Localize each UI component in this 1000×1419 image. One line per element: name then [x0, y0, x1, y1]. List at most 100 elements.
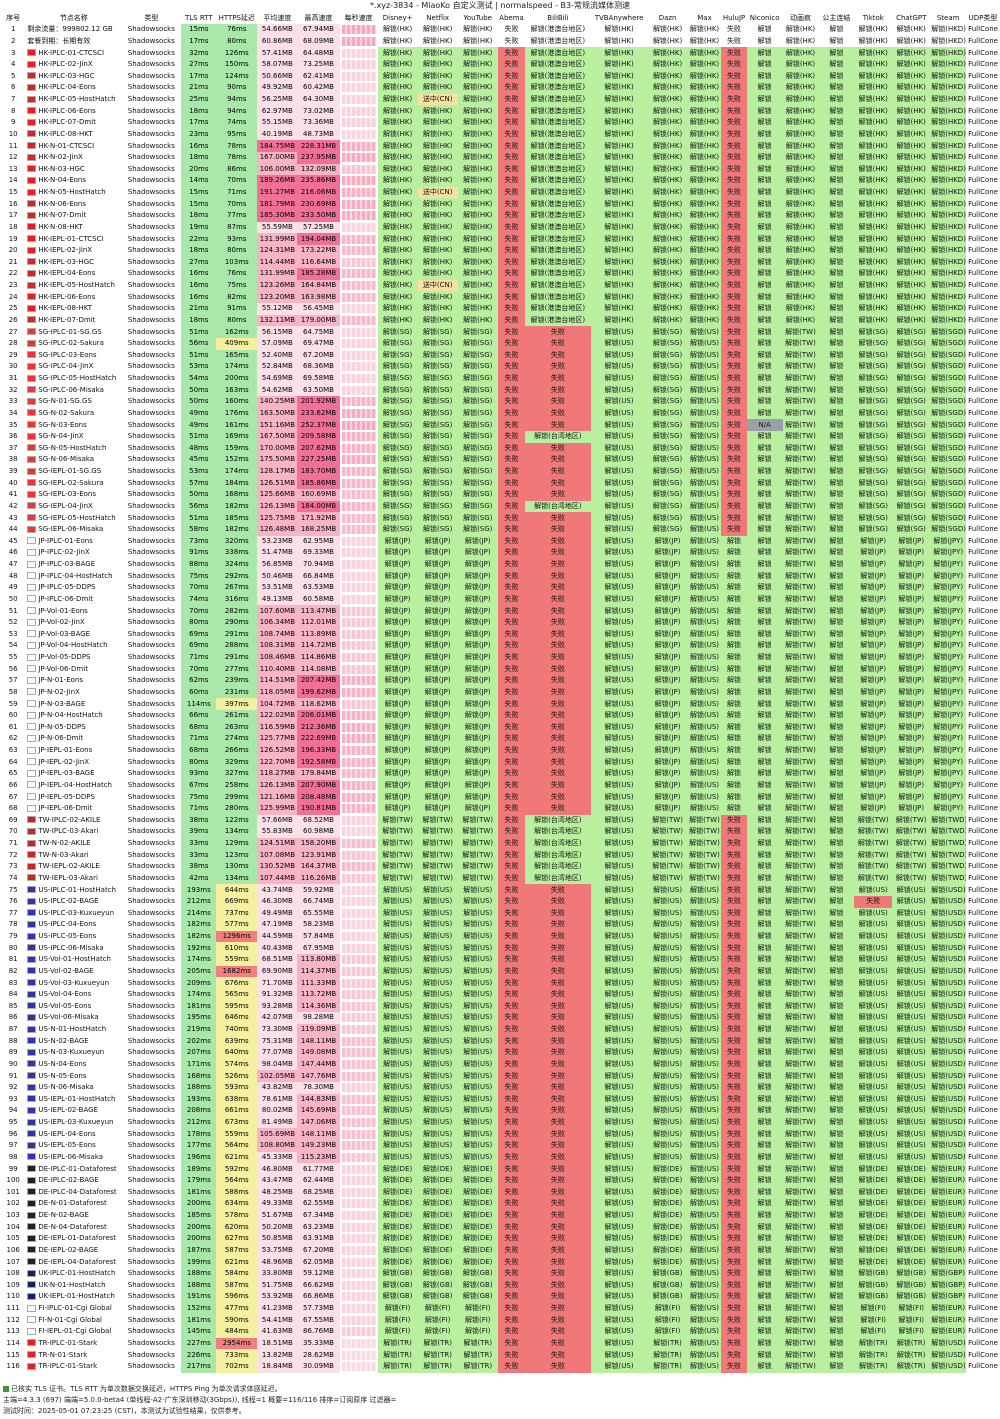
table-row[interactable]: 105 DE-IEPL-01-Dataforest Shadowsocks 200ms…	[0, 1233, 1000, 1245]
table-row[interactable]: 109 UK-N-01-HostHatch Shadowsocks 188ms 587m…	[0, 1279, 1000, 1292]
table-row[interactable]: 114 TR-IPLC-01-Stark Shadowsocks 227ms 2954m…	[0, 1337, 1000, 1350]
table-row[interactable]: 34 SG-N-02-Sakura Shadowsocks 49ms 176ms 163.…	[0, 407, 1000, 420]
table-row[interactable]: 76 US-IPLC-02-BAGE Shadowsocks 212ms 669ms 46…	[0, 895, 1000, 908]
header-cell[interactable]: Dazn	[647, 12, 688, 24]
table-row[interactable]: 80 US-IPLC-06-Misaka Shadowsocks 192ms 610ms…	[0, 942, 1000, 954]
table-row[interactable]: 29 SG-IPLC-03-Eons Shadowsocks 51ms 165ms 52.…	[0, 349, 1000, 362]
table-row[interactable]: 84 US-Vol-04-Eons Shadowsocks 174ms 565ms 91.…	[0, 988, 1000, 1001]
table-row[interactable]: 27 SG-IPLC-01-SG.GS Shadowsocks 51ms 162ms 56…	[0, 326, 1000, 338]
table-row[interactable]: 87 US-N-01-HostHatch Shadowsocks 219ms 740ms…	[0, 1023, 1000, 1036]
table-row[interactable]: 9 HK-IPLC-07-Dmit Shadowsocks 17ms 74ms 55.15…	[0, 117, 1000, 129]
table-row[interactable]: 58 JP-N-02-JinX Shadowsocks 60ms 231ms 118.05…	[0, 686, 1000, 699]
table-row[interactable]: 14 HK-N-04-Eons Shadowsocks 14ms 70ms 189.26M…	[0, 175, 1000, 187]
table-row[interactable]: 42 SG-IEPL-04-JinX Shadowsocks 56ms 182ms 126…	[0, 500, 1000, 513]
header-cell[interactable]: Tiktok	[854, 12, 893, 24]
table-row[interactable]: 90 US-N-04-Eons Shadowsocks 171ms 574ms 98.04…	[0, 1058, 1000, 1071]
table-row[interactable]: 46 JP-IPLC-02-JinX Shadowsocks 91ms 338ms 51.…	[0, 547, 1000, 559]
table-row[interactable]: 100 DE-IPLC-02-BAGE Shadowsocks 179ms 564ms 4…	[0, 1174, 1000, 1187]
table-row[interactable]: 73 TW-IEPL-02-AKILE Shadowsocks 38ms 130ms 13…	[0, 861, 1000, 873]
table-row[interactable]: 79 US-IPLC-05-Eons Shadowsocks 182ms 1296ms 4…	[0, 930, 1000, 943]
table-row[interactable]: 20 HK-IEPL-02-JinX Shadowsocks 18ms 80ms 124.…	[0, 244, 1000, 257]
table-row[interactable]: 12 HK-N-02-JinX Shadowsocks 18ms 78ms 167.00M…	[0, 151, 1000, 164]
table-row[interactable]: 44 SG-IEPL-06-Misaka Shadowsocks 58ms 182ms 1…	[0, 523, 1000, 536]
table-row[interactable]: 65 JP-IEPL-03-BAGE Shadowsocks 93ms 327ms 118…	[0, 768, 1000, 780]
header-cell[interactable]: UDP类型	[966, 12, 1000, 24]
table-row[interactable]: 112 FI-N-01-Cgi Global Shadowsocks 181ms 590…	[0, 1314, 1000, 1326]
table-row[interactable]: 57 JP-N-01-Eons Shadowsocks 62ms 239ms 114.51…	[0, 675, 1000, 687]
header-cell[interactable]: 公主连结	[818, 12, 855, 24]
table-row[interactable]: 97 US-IEPL-05-Eons Shadowsocks 177ms 564ms 10…	[0, 1140, 1000, 1152]
table-row[interactable]: 98 US-IEPL-06-Misaka Shadowsocks 196ms 621ms…	[0, 1151, 1000, 1164]
table-row[interactable]: 103 DE-N-02-BAGE Shadowsocks 185ms 578ms 51.6…	[0, 1209, 1000, 1222]
table-row[interactable]: 63 JP-IEPL-01-Eons Shadowsocks 68ms 266ms 126…	[0, 744, 1000, 757]
table-row[interactable]: 108 UK-IPLC-01-HostHatch Shadowsocks 188ms 5…	[0, 1267, 1000, 1280]
header-cell[interactable]: Netflix	[417, 12, 458, 24]
table-row[interactable]: 16 HK-N-06-Eons Shadowsocks 15ms 70ms 181.79M…	[0, 198, 1000, 210]
table-row[interactable]: 33 SG-N-01-SG.GS Shadowsocks 50ms 160ms 140.2…	[0, 396, 1000, 408]
table-row[interactable]: 54 JP-Vol-04-HostHatch Shadowsocks 69ms 288m…	[0, 640, 1000, 652]
table-row[interactable]: 28 SG-IPLC-02-Sakura Shadowsocks 56ms 409ms 5…	[0, 337, 1000, 350]
header-cell[interactable]: 最高速度	[297, 12, 340, 24]
header-cell[interactable]: TVBAnywhere	[590, 12, 648, 24]
table-row[interactable]: 68 JP-IEPL-06-Dmit Shadowsocks 71ms 280ms 125…	[0, 802, 1000, 815]
table-row[interactable]: 70 TW-IPLC-03-Akari Shadowsocks 39ms 134ms 55…	[0, 826, 1000, 838]
table-row[interactable]: 26 HK-IEPL-07-Dmit Shadowsocks 18ms 80ms 132.…	[0, 314, 1000, 327]
table-row[interactable]: 85 US-Vol-05-Eons Shadowsocks 181ms 595ms 93.…	[0, 1000, 1000, 1013]
table-row[interactable]: 94 US-IEPL-02-BAGE Shadowsocks 208ms 661ms 80…	[0, 1105, 1000, 1117]
table-row[interactable]: 10 HK-IPLC-08-HKT Shadowsocks 23ms 95ms 40.19…	[0, 128, 1000, 141]
table-row[interactable]: 99 DE-IPLC-01-Dataforest Shadowsocks 189ms 5…	[0, 1163, 1000, 1175]
table-row[interactable]: 93 US-IEPL-01-HostHatch Shadowsocks 193ms 63…	[0, 1093, 1000, 1106]
table-row[interactable]: 116 TR-IPLC-01-Stark Shadowsocks 217ms 702ms…	[0, 1360, 1000, 1373]
header-cell[interactable]: BiliBili	[525, 12, 591, 24]
header-cell[interactable]: HuluJP	[721, 12, 747, 24]
table-row[interactable]: 106 DE-IEPL-02-BAGE Shadowsocks 187ms 587ms 5…	[0, 1244, 1000, 1257]
table-row[interactable]: 96 US-IEPL-04-Eons Shadowsocks 178ms 559ms 10…	[0, 1128, 1000, 1140]
table-row[interactable]: 18 HK-N-08-HKT Shadowsocks 19ms 87ms 55.59MB 5…	[0, 221, 1000, 234]
table-row[interactable]: 111 FI-IPLC-01-Cgi Global Shadowsocks 152ms…	[0, 1302, 1000, 1315]
table-row[interactable]: 60 JP-N-04-HostHatch Shadowsocks 66ms 261ms 1…	[0, 709, 1000, 722]
table-row[interactable]: 45 JP-IPLC-01-Eons Shadowsocks 73ms 320ms 53.…	[0, 535, 1000, 548]
table-row[interactable]: 38 SG-N-06-Misaka Shadowsocks 45ms 152ms 175.…	[0, 454, 1000, 466]
table-row[interactable]: 13 HK-N-03-HGC Shadowsocks 20ms 86ms 106.00MB…	[0, 163, 1000, 176]
table-row[interactable]: 56 JP-Vol-06-Dmit Shadowsocks 70ms 277ms 110.…	[0, 663, 1000, 675]
table-row[interactable]: 8 HK-IPLC-06-Eons Shadowsocks 18ms 94ms 62.97…	[0, 105, 1000, 117]
table-row[interactable]: 15 HK-N-05-HostHatch Shadowsocks 15ms 71ms 19…	[0, 186, 1000, 199]
header-cell[interactable]: 动画疯	[782, 12, 819, 24]
table-row[interactable]: 67 JP-IEPL-05-DDPS Shadowsocks 75ms 299ms 121…	[0, 791, 1000, 803]
table-row[interactable]: 36 SG-N-04-JinX Shadowsocks 51ms 169ms 167.50…	[0, 430, 1000, 443]
header-cell[interactable]: 每秒速度	[339, 12, 378, 24]
header-cell[interactable]: YouTube	[457, 12, 498, 24]
table-row[interactable]: 5 HK-IPLC-03-HGC Shadowsocks 17ms 124ms 50.66…	[0, 70, 1000, 83]
table-row[interactable]: 25 HK-IEPL-08-HKT Shadowsocks 21ms 91ms 55.12…	[0, 303, 1000, 315]
table-row[interactable]: 48 JP-IPLC-04-HostHatch Shadowsocks 75ms 292…	[0, 570, 1000, 582]
table-row[interactable]: 88 US-N-02-BAGE Shadowsocks 202ms 639ms 75.31…	[0, 1035, 1000, 1047]
table-row[interactable]: 52 JP-Vol-02-JinX Shadowsocks 80ms 290ms 106.…	[0, 616, 1000, 629]
header-cell[interactable]: 平均速度	[257, 12, 298, 24]
table-row[interactable]: 49 JP-IPLC-05-DDPS Shadowsocks 70ms 267ms 53.…	[0, 582, 1000, 594]
table-row[interactable]: 71 TW-N-02-AKILE Shadowsocks 33ms 129ms 124.5…	[0, 837, 1000, 850]
table-row[interactable]: 24 HK-IEPL-06-Eons Shadowsocks 16ms 82ms 123.…	[0, 291, 1000, 303]
table-row[interactable]: 83 US-Vol-03-Kuxueyun Shadowsocks 209ms 676m…	[0, 977, 1000, 989]
table-row[interactable]: 41 SG-IEPL-03-Eons Shadowsocks 50ms 168ms 125…	[0, 489, 1000, 501]
table-row[interactable]: 95 US-IEPL-03-Kuxueyun Shadowsocks 212ms 673…	[0, 1116, 1000, 1129]
header-cell[interactable]: Steam	[930, 12, 967, 24]
header-cell[interactable]: TLS RTT	[181, 12, 217, 24]
table-row[interactable]: 43 SG-IEPL-05-HostHatch Shadowsocks 51ms 185…	[0, 512, 1000, 524]
table-row[interactable]: 23 HK-IEPL-05-HostHatch Shadowsocks 16ms 75m…	[0, 279, 1000, 292]
header-cell[interactable]: Disney+	[377, 12, 418, 24]
table-row[interactable]: 32 SG-IPLC-06-Misaka Shadowsocks 50ms 163ms 5…	[0, 384, 1000, 396]
table-row[interactable]: 11 HK-N-01-CTCSCI Shadowsocks 16ms 78ms 184.7…	[0, 140, 1000, 152]
table-row[interactable]: 92 US-N-06-Misaka Shadowsocks 188ms 593ms 43.…	[0, 1081, 1000, 1094]
table-row[interactable]: 66 JP-IEPL-04-HostHatch Shadowsocks 67ms 258…	[0, 779, 1000, 792]
table-row[interactable]: 75 US-IPLC-01-HostHatch Shadowsocks 193ms 64…	[0, 884, 1000, 896]
table-row[interactable]: 19 HK-IEPL-01-CTCSCI Shadowsocks 22ms 93ms 13…	[0, 233, 1000, 245]
table-row[interactable]: 21 HK-IEPL-03-HGC Shadowsocks 27ms 103ms 114.…	[0, 256, 1000, 269]
table-row[interactable]: 74 TW-IEPL-03-Akari Shadowsocks 42ms 134ms 10…	[0, 872, 1000, 885]
table-row[interactable]: 104 DE-N-04-Dataforest Shadowsocks 200ms 620…	[0, 1221, 1000, 1233]
table-row[interactable]: 101 DE-IPLC-04-Dataforest Shadowsocks 181ms…	[0, 1186, 1000, 1199]
header-cell[interactable]: 节点名称	[26, 12, 122, 24]
table-row[interactable]: 31 SG-IPLC-05-HostHatch Shadowsocks 54ms 200…	[0, 372, 1000, 385]
table-row[interactable]: 102 DE-N-01-Dataforest Shadowsocks 200ms 634…	[0, 1198, 1000, 1210]
table-row[interactable]: 50 JP-IPLC-06-Dmit Shadowsocks 74ms 316ms 49.…	[0, 593, 1000, 606]
table-row[interactable]: 115 TR-N-01-Stark Shadowsocks 226ms 733ms 13.…	[0, 1349, 1000, 1361]
